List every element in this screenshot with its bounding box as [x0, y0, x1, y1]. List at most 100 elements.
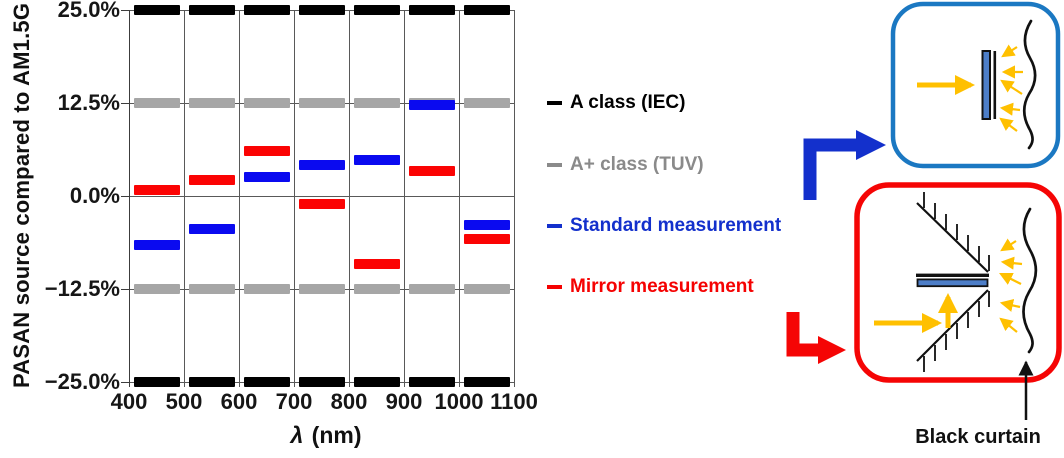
legend-dash-standard-measurement — [547, 224, 562, 228]
plot-area — [129, 5, 515, 387]
y-tick-mark — [121, 103, 129, 104]
reflected-light-arrows — [999, 44, 1023, 132]
bar-a-class-iec-bin-400-500 — [133, 377, 180, 387]
x-tick-label: 700 — [275, 389, 313, 414]
x-tick-label: 800 — [330, 389, 368, 414]
y-axis-title: PASAN source compared to AM1.5G — [9, 2, 34, 388]
standard-box-frame — [890, 1, 1061, 169]
bar-a-class-tuv-bin-400-500 — [133, 98, 180, 108]
curtain-wavy-line — [1022, 19, 1037, 150]
bar-standard-measurement-bin-1000-1100 — [463, 220, 510, 231]
bar-a-class-tuv-bin-400-500 — [133, 284, 180, 294]
x-axis-title: λ (nm) — [236, 422, 416, 449]
bar-a-class-iec-bin-400-500 — [133, 5, 180, 15]
bottom-mirror-hatched — [916, 289, 990, 372]
legend-label-a-plus-class: A+ class (TUV) — [570, 154, 704, 175]
bar-mirror-measurement-bin-500-600 — [188, 175, 235, 186]
bar-standard-measurement-bin-400-500 — [133, 240, 180, 251]
bar-a-class-iec-bin-1000-1100 — [463, 377, 510, 387]
y-tick-label: 0.0% — [69, 183, 120, 208]
bar-mirror-measurement-bin-400-500 — [133, 185, 180, 196]
v-gridline — [459, 10, 460, 387]
y-tick-label: 25.0% — [57, 0, 120, 22]
bar-mirror-measurement-bin-800-900 — [353, 259, 400, 270]
y-tick-mark — [121, 196, 129, 197]
bar-standard-measurement-bin-500-600 — [188, 224, 235, 235]
curtain-wavy-line-mirror — [1022, 207, 1038, 354]
bar-mirror-measurement-bin-1000-1100 — [463, 234, 510, 245]
bar-a-class-tuv-bin-600-700 — [243, 284, 290, 294]
bar-a-class-iec-bin-700-800 — [298, 377, 345, 387]
v-gridline — [349, 10, 350, 387]
bar-a-class-tuv-bin-800-900 — [353, 98, 400, 108]
bar-a-class-iec-bin-600-700 — [243, 377, 290, 387]
h-gridline — [129, 196, 514, 197]
bar-a-class-iec-bin-900-1000 — [408, 5, 455, 15]
bar-a-class-tuv-bin-800-900 — [353, 284, 400, 294]
bar-a-class-tuv-bin-500-600 — [188, 98, 235, 108]
reflected-light-arrows-mirror — [999, 238, 1023, 333]
bar-a-class-iec-bin-700-800 — [298, 5, 345, 15]
horizontal-module-icon — [916, 273, 989, 288]
bar-a-class-iec-bin-600-700 — [243, 5, 290, 15]
bar-a-class-tuv-bin-700-800 — [298, 98, 345, 108]
x-tick-label: 1000 — [434, 389, 484, 414]
bar-a-class-tuv-bin-900-1000 — [408, 284, 455, 294]
bar-a-class-iec-bin-1000-1100 — [463, 5, 510, 15]
legend-item-a-plus-class: A+ class (TUV) — [547, 153, 704, 177]
bar-a-class-iec-bin-800-900 — [353, 5, 400, 15]
legend-label-a-class: A class (IEC) — [570, 92, 686, 113]
black-curtain-label: Black curtain — [915, 426, 1041, 448]
legend-label-mirror-measurement: Mirror measurement — [570, 276, 754, 297]
bar-standard-measurement-bin-900-1000 — [408, 100, 455, 111]
x-tick-label: 1100 — [490, 389, 538, 414]
mirror-setup-diagram — [854, 182, 1062, 420]
bar-standard-measurement-bin-800-900 — [353, 155, 400, 166]
v-gridline — [239, 10, 240, 387]
v-gridline — [514, 10, 515, 387]
legend-dash-a-class — [547, 101, 562, 105]
bar-a-class-iec-bin-800-900 — [353, 377, 400, 387]
v-gridline — [294, 10, 295, 387]
bar-mirror-measurement-bin-900-1000 — [408, 166, 455, 177]
bar-a-class-tuv-bin-500-600 — [188, 284, 235, 294]
bar-mirror-measurement-bin-700-800 — [298, 199, 345, 210]
bar-a-class-tuv-bin-1000-1100 — [463, 284, 510, 294]
bar-a-class-iec-bin-500-600 — [188, 377, 235, 387]
bar-a-class-tuv-bin-700-800 — [298, 284, 345, 294]
mirror-box-frame — [854, 182, 1062, 383]
legend-label-standard-measurement: Standard measurement — [570, 215, 782, 236]
legend-item-a-class: A class (IEC) — [547, 91, 685, 115]
legend-item-mirror-measurement: Mirror measurement — [547, 275, 754, 299]
y-tick-label: 12.5% — [57, 90, 120, 115]
lambda-symbol: λ — [290, 422, 304, 448]
y-tick-mark — [121, 382, 129, 383]
v-gridline — [404, 10, 405, 387]
bar-a-class-tuv-bin-1000-1100 — [463, 98, 510, 108]
y-tick-label: −25.0% — [44, 369, 120, 394]
bar-standard-measurement-bin-700-800 — [298, 160, 345, 171]
bar-mirror-measurement-bin-600-700 — [243, 146, 290, 157]
x-tick-label: 500 — [165, 389, 203, 414]
mirror-arrow — [786, 312, 846, 364]
y-tick-label: −12.5% — [44, 276, 120, 301]
bar-standard-measurement-bin-600-700 — [243, 172, 290, 183]
bar-a-class-tuv-bin-600-700 — [243, 98, 290, 108]
v-gridline — [184, 10, 185, 387]
legend-dash-mirror-measurement — [547, 285, 562, 289]
legend-dash-a-plus-class — [547, 163, 562, 167]
x-tick-label: 900 — [385, 389, 423, 414]
x-tick-label: 400 — [110, 389, 148, 414]
module-icon — [981, 50, 991, 120]
y-tick-mark — [121, 10, 129, 11]
top-mirror-hatched — [916, 192, 990, 273]
bar-a-class-iec-bin-900-1000 — [408, 377, 455, 387]
v-gridline — [129, 10, 130, 387]
x-axis-unit: (nm) — [311, 422, 362, 448]
bar-a-class-iec-bin-500-600 — [188, 5, 235, 15]
setup-diagrams — [786, 1, 1062, 420]
legend-item-standard-measurement: Standard measurement — [547, 214, 781, 238]
standard-setup-diagram — [890, 1, 1061, 169]
standard-arrow — [803, 130, 886, 200]
